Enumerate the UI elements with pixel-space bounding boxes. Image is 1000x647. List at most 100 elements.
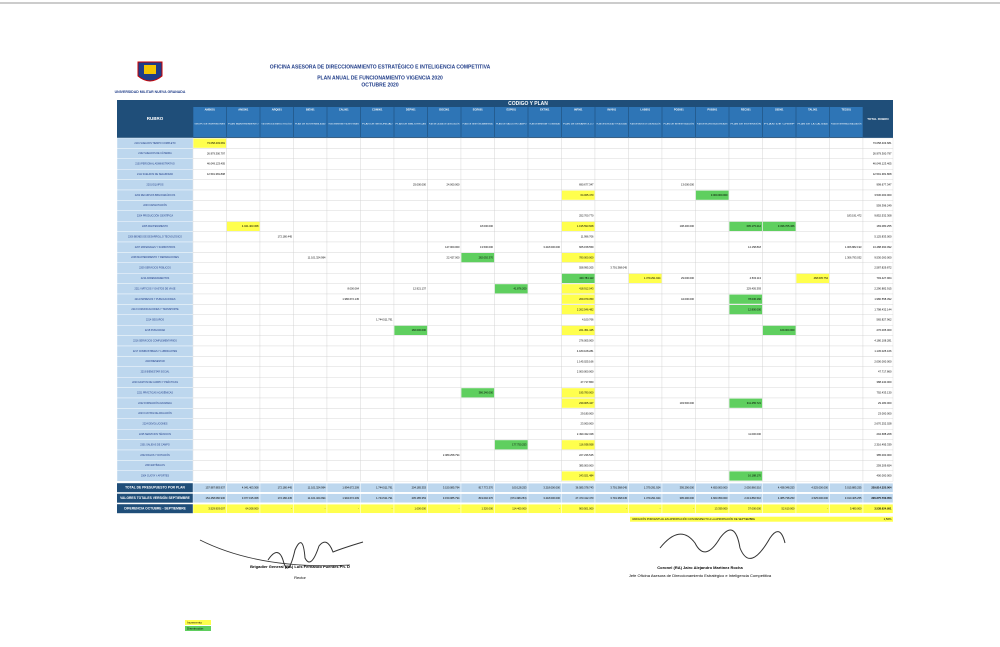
- grid-cell: [594, 377, 629, 388]
- grid-cell: [326, 137, 361, 149]
- grid-cell: [259, 314, 294, 326]
- grid-cell: [695, 449, 730, 461]
- grid-cell: [695, 366, 730, 378]
- grid-cell: [695, 293, 730, 305]
- grid-cell: [829, 200, 864, 211]
- grid-cell: [393, 200, 428, 211]
- grid-cell: [259, 397, 294, 409]
- cell-value: 64.005.470: [581, 193, 595, 197]
- grid-cell: [661, 262, 696, 274]
- grid-cell: [326, 231, 361, 243]
- grid-cell: [494, 429, 529, 440]
- grid-cell: [393, 314, 428, 326]
- grid-cell: [259, 387, 294, 399]
- grid-cell: [293, 377, 328, 388]
- grid-cell: [695, 408, 730, 419]
- row-total: 2.290.882.915: [874, 287, 892, 291]
- cell-value: 172.180.445: [278, 234, 293, 238]
- grid-cell: [661, 387, 696, 399]
- grid-cell: [728, 158, 763, 170]
- grid-cell: [527, 179, 562, 191]
- grid-cell: [628, 345, 663, 357]
- column-name: PLAN DE EXTENSIÓN: [731, 123, 762, 126]
- grid-cell: [628, 252, 663, 263]
- grid-cell: [226, 158, 261, 170]
- grid-cell: [695, 470, 730, 482]
- cell-value: 147.000.000: [445, 245, 460, 249]
- rubro-label: 2211 VIÁTICOS Y GASTOS DE VIAJE: [134, 287, 175, 290]
- grid-cell: [293, 273, 328, 284]
- grid-cell: [829, 429, 864, 440]
- grid-cell: [293, 418, 328, 430]
- grid-cell: [259, 418, 294, 430]
- grid-cell: [494, 200, 529, 211]
- grid-cell: [259, 377, 294, 388]
- grid-cell: [594, 408, 629, 419]
- legend-swatch: [185, 620, 211, 625]
- grid-cell: [192, 408, 227, 419]
- cell-value: 4.100.766: [582, 318, 594, 322]
- grid-cell: [594, 314, 629, 326]
- grid-cell: [393, 262, 428, 274]
- row-total: 29.180.000: [878, 401, 892, 405]
- column-name: PLAN DE BIENESTAR Y COMUNIDAD: [530, 123, 561, 126]
- grid-cell: [829, 221, 864, 232]
- grid-cell: [795, 148, 830, 159]
- grid-cell: [661, 314, 696, 326]
- grid-cell: [192, 273, 227, 284]
- highlight: [729, 294, 763, 304]
- summary-value: 3.150.085.794: [443, 485, 460, 489]
- grid-cell: [762, 158, 797, 170]
- summary-cell: [326, 504, 361, 514]
- grid-cell: [192, 387, 227, 399]
- summary-cell: [293, 504, 328, 514]
- grid-cell: [226, 262, 261, 274]
- summary-label: TOTAL DE PRESUPUESTO POR PLAN: [125, 486, 185, 490]
- grid-cell: [259, 429, 294, 440]
- grid-cell: [661, 231, 696, 243]
- grid-cell: [795, 231, 830, 243]
- grid-cell: [762, 210, 797, 222]
- column-head: [528, 107, 562, 137]
- grid-cell: [226, 241, 261, 253]
- grid-cell: [728, 210, 763, 222]
- grid-cell: [192, 356, 227, 367]
- summary-value: 4.438.348.253: [778, 485, 795, 489]
- grid-cell: [360, 335, 395, 347]
- cell-value: 665.158.559: [579, 245, 594, 249]
- grid-cell: [259, 200, 294, 211]
- grid-cell: [795, 387, 830, 399]
- summary-value: 1.744.511.791: [376, 496, 393, 500]
- rubro-label: 2302 PAGOS Y DOTACIÓN: [140, 454, 170, 457]
- grid-cell: [628, 429, 663, 440]
- grid-cell: [226, 377, 261, 388]
- grid-cell: [494, 231, 529, 243]
- rubro-label: 2208 MANTENIMIENTO Y REPARACIONES: [131, 256, 179, 259]
- grid-cell: [192, 283, 227, 295]
- grid-cell: [326, 210, 361, 222]
- cell-value: 239.005.427: [579, 401, 594, 405]
- grid-cell: [628, 241, 663, 253]
- grid-cell: [460, 200, 495, 211]
- grid-cell: [192, 377, 227, 388]
- rubro-label: 2218 BIENESTAR: [145, 360, 165, 363]
- grid-cell: [293, 169, 328, 180]
- grid-cell: [460, 262, 495, 274]
- column-code: EGR001: [473, 108, 484, 112]
- row-total: 2.670.252.028: [874, 422, 892, 426]
- grid-cell: [795, 283, 830, 295]
- grid-cell: [494, 460, 529, 471]
- cell-value: 2.000.000.000: [577, 370, 594, 374]
- grid-cell: [293, 137, 328, 149]
- grid-cell: [762, 169, 797, 180]
- rubro-label: 2304 CUOTA Y APORTES: [141, 475, 170, 478]
- row-total: 47.717.860: [878, 370, 892, 374]
- grid-cell: [393, 449, 428, 461]
- grid-cell: [494, 356, 529, 367]
- grid-cell: [762, 262, 797, 274]
- grid-cell: [494, 377, 529, 388]
- summary-value: -: [559, 507, 560, 510]
- grid-cell: [695, 169, 730, 180]
- rubro-label: 2224 DEVOLUCIONES: [143, 423, 168, 426]
- grid-cell: [226, 252, 261, 263]
